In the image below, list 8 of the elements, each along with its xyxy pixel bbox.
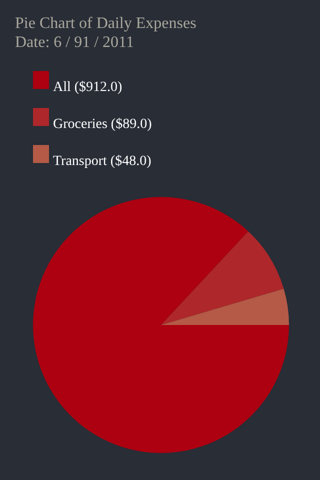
chart-title: Pie Chart of Daily Expenses — [15, 15, 196, 32]
pie-slice — [33, 197, 289, 453]
legend-label: Transport ($48.0) — [53, 154, 152, 169]
pie-slice — [161, 288, 289, 325]
chart-subtitle: Date: 6 / 91 / 2011 — [15, 34, 134, 51]
legend-label: Groceries ($89.0) — [53, 117, 152, 132]
legend-label: All ($912.0) — [53, 80, 123, 95]
pie-slice — [161, 231, 284, 325]
